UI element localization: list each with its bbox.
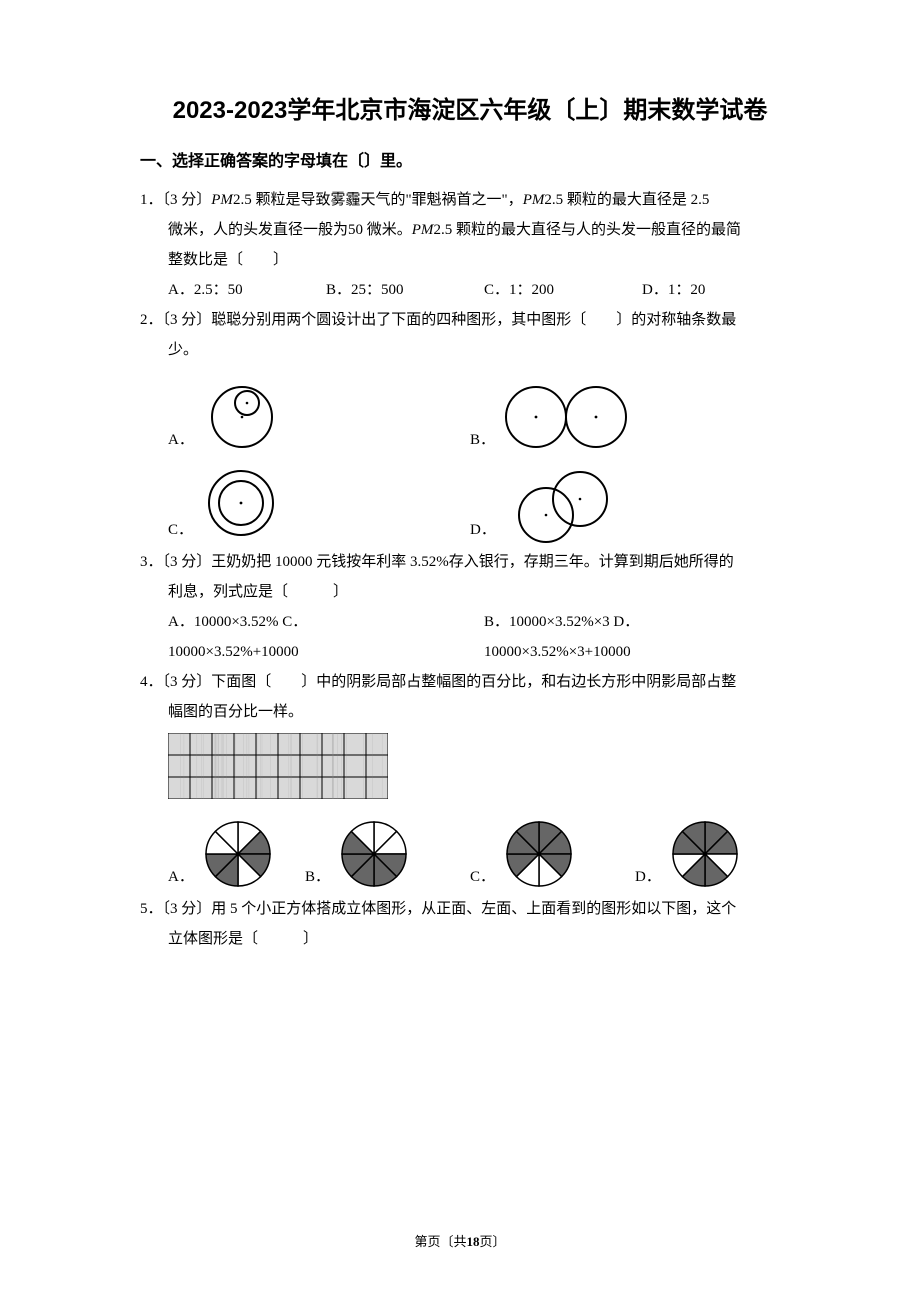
q2-figure-a: [200, 371, 284, 455]
question-5: 5．〔3 分〕用 5 个小正方体搭成立体图形，从正面、左面、上面看到的图形如以下…: [140, 894, 800, 954]
q1-line3: 整数比是〔 〕: [140, 245, 800, 275]
q1-pm-3: PM: [412, 222, 434, 238]
footer-right: 页〕: [480, 1234, 506, 1249]
q3-stem: 3．〔3 分〕王奶奶把 10000 元钱按年利率 3.52%存入银行，存期三年。…: [140, 547, 800, 577]
q5-stem: 5．〔3 分〕用 5 个小正方体搭成立体图形，从正面、左面、上面看到的图形如以下…: [140, 894, 800, 924]
question-2: 2．〔3 分〕聪聪分别用两个圆设计出了下面的四种图形，其中图形〔 〕的对称轴条数…: [140, 305, 800, 545]
q4-pie-b: [336, 816, 412, 892]
q1-pm-1: PM: [211, 192, 233, 208]
q3-col-l1: A．10000×3.52% C．: [168, 607, 484, 637]
q3-col-r2: 10000×3.52%×3+10000: [484, 637, 800, 667]
q4-reference-grid: [168, 733, 388, 799]
section-heading: 一、选择正确答案的字母填在〔〕里。: [140, 147, 800, 171]
q2-figure-b: [501, 379, 631, 455]
q4-line2: 幅图的百分比一样。: [140, 697, 800, 727]
q3-col-r1: B．10000×3.52%×3 D．: [484, 607, 800, 637]
q4-label-c: C．: [470, 862, 495, 892]
q2-figure-c: [199, 461, 283, 545]
question-1: 1．〔3 分〕PM2.5 颗粒是导致雾霾天气的"罪魁祸首之一"，PM2.5 颗粒…: [140, 185, 800, 305]
q1-stem-c: 2.5 颗粒是导致雾霾天气的"罪魁祸首之一"，: [233, 192, 523, 208]
q2-label-c: C．: [140, 515, 193, 545]
q2-label-d: D．: [470, 515, 496, 545]
q4-label-d: D．: [635, 862, 661, 892]
q4-label-b: B．: [305, 862, 330, 892]
q4-pie-c: [501, 816, 577, 892]
q2-line2: 少。: [140, 335, 800, 365]
question-3: 3．〔3 分〕王奶奶把 10000 元钱按年利率 3.52%存入银行，存期三年。…: [140, 547, 800, 667]
q1-opt-b: B．25：500: [326, 275, 484, 305]
q1-stem-e: 2.5 颗粒的最大直径是 2.5: [544, 192, 709, 208]
page-footer: 第页〔共18页〕: [0, 1231, 920, 1250]
q4-label-a: A．: [140, 862, 194, 892]
q1-opt-a: A．2.5：50: [168, 275, 326, 305]
q1-opt-c: C．1：200: [484, 275, 642, 305]
q4-stem: 4．〔3 分〕下面图〔 〕中的阴影局部占整幅图的百分比，和右边长方形中阴影局部占…: [140, 667, 800, 697]
q4-pie-a: [200, 816, 276, 892]
q3-col-l2: 10000×3.52%+10000: [168, 637, 484, 667]
q5-line2: 立体图形是〔 〕: [140, 924, 800, 954]
footer-left: 第页〔共: [414, 1234, 466, 1249]
q1-pm-2: PM: [523, 192, 545, 208]
q2-figure-d: [502, 465, 622, 545]
q1-line2a: 微米，人的头发直径一般为50 微米。: [168, 222, 412, 238]
q3-line2: 利息，列式应是〔 〕: [140, 577, 800, 607]
q2-label-b: B．: [470, 425, 495, 455]
question-4: 4．〔3 分〕下面图〔 〕中的阴影局部占整幅图的百分比，和右边长方形中阴影局部占…: [140, 667, 800, 892]
q1-line2c: 2.5 颗粒的最大直径与人的头发一般直径的最简: [433, 222, 741, 238]
q2-label-a: A．: [140, 425, 194, 455]
page-title: 2023-2023学年北京市海淀区六年级〔上〕期末数学试卷: [140, 90, 800, 125]
q1-stem-a: 1．〔3 分〕: [140, 192, 211, 208]
q1-opt-d: D．1：20: [642, 275, 800, 305]
q4-pie-d: [667, 816, 743, 892]
footer-page-total: 18: [467, 1234, 480, 1249]
q2-stem: 2．〔3 分〕聪聪分别用两个圆设计出了下面的四种图形，其中图形〔 〕的对称轴条数…: [140, 305, 800, 335]
